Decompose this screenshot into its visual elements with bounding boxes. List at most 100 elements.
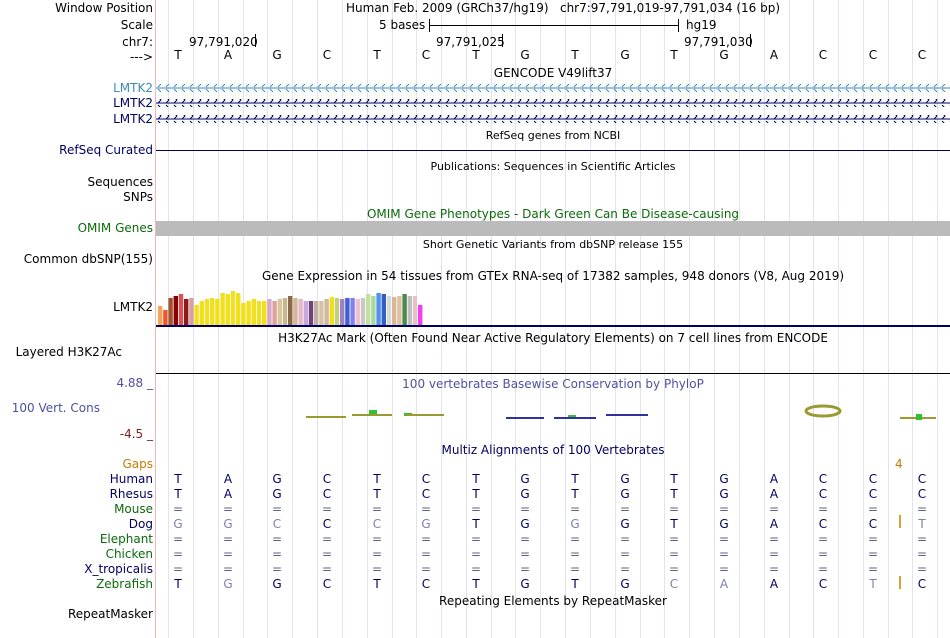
gtex-tissue-bar[interactable] [272,301,277,325]
omim-genes-label[interactable]: OMIM Genes [77,221,153,235]
snps-label[interactable]: SNPs [123,190,153,204]
gtex-tissue-bar[interactable] [308,301,314,325]
phylop-track-label[interactable]: 100 Vert. Cons [11,401,100,415]
gtex-tissue-bar[interactable] [402,294,407,325]
refseq-track-title[interactable]: RefSeq genes from NCBI [485,129,621,142]
gtex-tissue-bar[interactable] [334,298,340,325]
human-base: C [868,472,878,486]
refseq-curated-label[interactable]: RefSeq Curated [59,143,153,157]
assembly-title: Human Feb. 2009 (GRCh37/hg19) chr7:97,79… [346,1,780,15]
reference-base: A [223,48,233,62]
h3k27ac-track-title[interactable]: H3K27Ac Mark (Often Found Near Active Re… [278,331,828,345]
species-chicken-base: = [271,547,283,561]
gtex-tissue-bar[interactable] [350,298,355,325]
gtex-tissue-bar[interactable] [324,299,329,325]
gtex-tissue-bar[interactable] [407,296,412,325]
gtex-bar-chart[interactable] [156,285,950,327]
species-x-tropicalis-base: = [916,562,928,576]
gtex-tissue-bar[interactable] [277,299,282,325]
gtex-tissue-bar[interactable] [262,301,267,325]
species-elephant-base: = [817,532,829,546]
gtex-tissue-bar[interactable] [241,303,246,325]
species-human-label[interactable]: Human [109,472,153,486]
gtex-tissue-bar[interactable] [256,301,262,325]
gencode-lmtk2-label-2[interactable]: LMTK2 [113,96,153,110]
gtex-tissue-bar[interactable] [189,298,194,325]
gtex-tissue-bar[interactable] [329,297,334,325]
repeatmasker-track-title[interactable]: Repeating Elements by RepeatMasker [439,594,667,608]
gtex-tissue-bar[interactable] [298,299,303,325]
gtex-tissue-bar[interactable] [204,299,210,325]
gtex-tissue-bar[interactable] [392,297,397,325]
gencode-track-title[interactable]: GENCODE V49lift37 [493,66,613,80]
gtex-tissue-bar[interactable] [314,301,319,325]
species-zebrafish-label[interactable]: Zebrafish [96,577,153,591]
human-base: G [520,472,530,486]
species-dog-label[interactable]: Dog [128,517,153,531]
gtex-tissue-bar[interactable] [366,294,371,325]
gtex-tissue-bar[interactable] [418,305,423,325]
gencode-lmtk2-label-3[interactable]: LMTK2 [113,112,153,126]
sequences-label[interactable]: Sequences [87,175,153,189]
grid-line [466,0,467,638]
species-chicken-base: = [619,547,631,561]
track-data-panel[interactable]: Human Feb. 2009 (GRCh37/hg19) chr7:97,79… [156,0,950,638]
species-x-tropicalis-label[interactable]: X_tropicalis [84,562,153,576]
gtex-tissue-bar[interactable] [184,299,189,325]
gtex-tissue-bar[interactable] [230,291,236,325]
gtex-tissue-bar[interactable] [282,298,288,325]
refseq-gene-line[interactable] [156,150,950,151]
repeatmasker-label[interactable]: RepeatMasker [67,607,153,621]
gtex-tissue-bar[interactable] [288,296,293,325]
gtex-tissue-bar[interactable] [215,299,220,325]
gtex-tissue-bar[interactable] [267,299,272,325]
gtex-tissue-bar[interactable] [178,294,184,325]
gtex-tissue-bar[interactable] [355,299,360,325]
gtex-track-title[interactable]: Gene Expression in 54 tissues from GTEx … [261,269,845,283]
omim-track-title[interactable]: OMIM Gene Phenotypes - Dark Green Can Be… [366,207,740,221]
gtex-tissue-bar[interactable] [319,301,324,325]
gtex-tissue-bar[interactable] [251,299,256,325]
publications-track-title[interactable]: Publications: Sequences in Scientific Ar… [430,160,676,173]
gtex-tissue-bar[interactable] [194,305,199,325]
gtex-tissue-bar[interactable] [412,296,418,325]
gtex-tissue-bar[interactable] [199,301,204,325]
gencode-lmtk2-label-1[interactable]: LMTK2 [113,81,153,95]
human-base: G [272,472,282,486]
gtex-tissue-bar[interactable] [381,294,386,325]
gtex-tissue-bar[interactable] [303,301,308,325]
gtex-tissue-bar[interactable] [173,296,178,325]
gtex-tissue-bar[interactable] [340,299,345,325]
gtex-tissue-bar[interactable] [210,298,215,325]
dbsnp-track-title[interactable]: Short Genetic Variants from dbSNP releas… [422,238,684,251]
species-mouse-label[interactable]: Mouse [114,502,153,516]
omim-gene-bar[interactable] [156,221,950,236]
gtex-tissue-bar[interactable] [163,310,168,325]
gtex-tissue-bar[interactable] [376,293,381,325]
gtex-tissue-bar[interactable] [168,298,173,325]
species-rhesus-label[interactable]: Rhesus [109,487,153,501]
gtex-tissue-bar[interactable] [225,294,230,325]
phylop-signal[interactable] [156,400,950,430]
gtex-gene-label[interactable]: LMTK2 [113,300,153,314]
gtex-tissue-bar[interactable] [246,301,251,325]
species-elephant-label[interactable]: Elephant [99,532,153,546]
gtex-tissue-bar[interactable] [236,293,241,325]
grid-line [615,0,616,638]
gaps-label[interactable]: Gaps [122,457,153,471]
dbsnp-label[interactable]: Common dbSNP(155) [23,252,153,266]
multiz-track-title[interactable]: Multiz Alignments of 100 Vertebrates [441,443,665,457]
gtex-tissue-bar[interactable] [360,298,366,325]
species-chicken-label[interactable]: Chicken [105,547,153,561]
species-x-tropicalis-base: = [271,562,283,576]
gtex-tissue-bar[interactable] [158,306,163,325]
h3k27ac-label[interactable]: Layered H3K27Ac [15,345,122,359]
gtex-tissue-bar[interactable] [220,293,225,325]
phylop-track-title[interactable]: 100 vertebrates Basewise Conservation by… [402,377,704,391]
gtex-tissue-bar[interactable] [386,296,392,325]
gtex-tissue-bar[interactable] [293,298,298,325]
gtex-tissue-bar[interactable] [371,296,376,325]
gtex-tissue-bar[interactable] [345,298,350,325]
species-zebrafish-base: A [719,577,729,591]
gtex-tissue-bar[interactable] [397,296,402,325]
